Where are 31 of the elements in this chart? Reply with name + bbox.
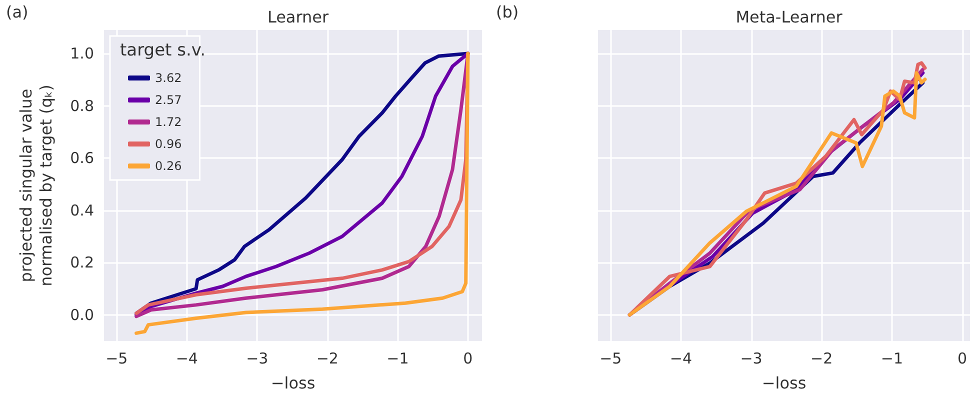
y-tick-label: 0.8 bbox=[70, 96, 94, 115]
y-tick-label: 0.4 bbox=[70, 201, 94, 220]
chart-title: Learner bbox=[267, 8, 329, 26]
x-tick-label: 0 bbox=[463, 350, 473, 368]
x-tick-label: −2 bbox=[810, 350, 833, 368]
legend-label: 0.26 bbox=[155, 159, 182, 173]
x-tick-label: −5 bbox=[600, 350, 622, 368]
x-tick-label: −1 bbox=[386, 350, 409, 368]
legend-title: target s.v. bbox=[120, 40, 206, 60]
x-tick-label: −5 bbox=[106, 350, 128, 368]
y-tick-label: 0.6 bbox=[70, 149, 94, 168]
legend-label: 1.72 bbox=[155, 115, 182, 129]
legend-label: 2.57 bbox=[155, 93, 182, 107]
x-tick-label: −4 bbox=[176, 350, 198, 368]
x-axis-title: −loss bbox=[270, 374, 316, 392]
chart-title: Meta-Learner bbox=[736, 8, 843, 26]
y-axis-title: projected singular value normalised by target (qₖ) bbox=[16, 84, 56, 286]
x-tick-label: −2 bbox=[316, 350, 338, 368]
x-tick-label: −3 bbox=[740, 350, 762, 368]
y-tick-label: 1.0 bbox=[70, 44, 94, 63]
text: (a) bbox=[6, 2, 28, 22]
x-tick-label: 0 bbox=[957, 350, 968, 368]
y-tick-label: 0.2 bbox=[70, 254, 94, 272]
legend-label: 3.62 bbox=[155, 71, 182, 85]
x-tick-label: −1 bbox=[880, 350, 904, 368]
x-tick-label: −3 bbox=[246, 350, 268, 368]
x-tick-label: −4 bbox=[670, 350, 692, 368]
x-axis-title: −loss bbox=[762, 374, 806, 392]
legend-label: 0.96 bbox=[155, 137, 182, 151]
text: (b) bbox=[496, 2, 519, 22]
y-tick-label: 0.0 bbox=[70, 306, 94, 324]
